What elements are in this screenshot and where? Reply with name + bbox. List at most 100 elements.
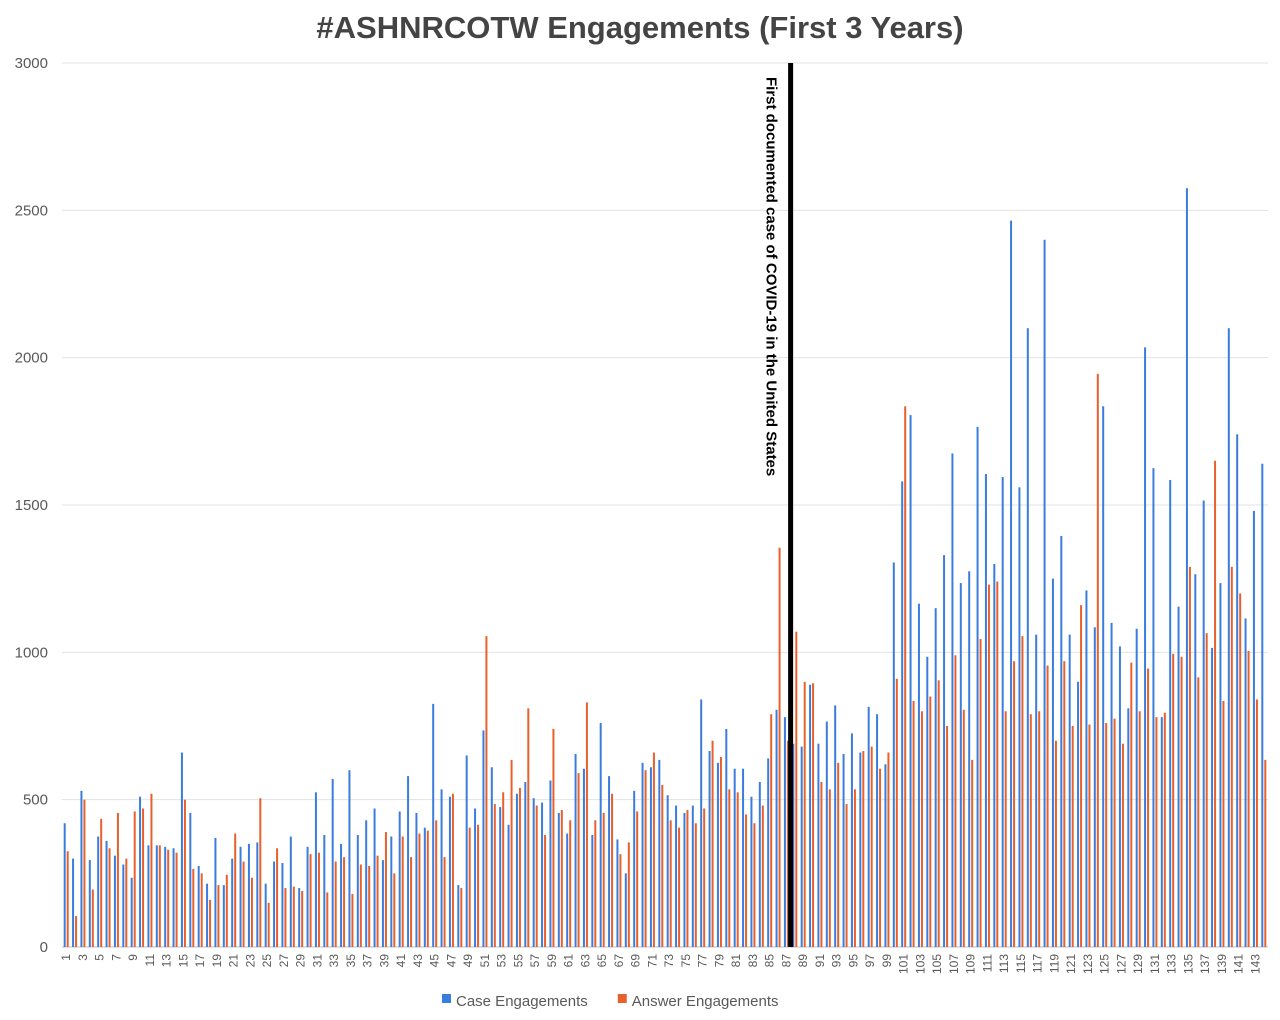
bar	[1261, 463, 1264, 947]
x-tick-label: 75	[679, 954, 693, 968]
bar	[1222, 700, 1225, 947]
x-tick-label: 57	[528, 954, 542, 968]
x-tick-label: 135	[1181, 954, 1195, 974]
legend-swatch	[617, 994, 627, 1003]
bar	[172, 848, 175, 947]
bar	[1121, 743, 1124, 947]
bar	[627, 842, 630, 947]
bar	[1247, 650, 1250, 947]
bar	[753, 823, 756, 947]
y-tick-label: 1500	[15, 497, 48, 514]
x-tick-label: 13	[160, 954, 174, 968]
bar	[962, 709, 965, 947]
bar	[742, 768, 745, 947]
y-tick-label: 0	[40, 939, 48, 956]
x-tick-label: 61	[562, 954, 576, 968]
bar	[770, 714, 773, 947]
bar	[490, 767, 493, 947]
bar	[1113, 718, 1116, 947]
x-tick-label: 23	[243, 954, 257, 968]
bar	[825, 721, 828, 947]
bar	[1071, 726, 1074, 947]
bar	[758, 781, 761, 947]
bar	[594, 820, 597, 947]
bar	[113, 855, 116, 947]
bar	[1096, 373, 1099, 948]
bar	[850, 733, 853, 947]
bar	[273, 861, 276, 947]
bar	[1177, 606, 1180, 947]
bar	[1252, 510, 1255, 947]
bar	[803, 681, 806, 947]
bar	[993, 563, 996, 947]
bar	[1010, 220, 1013, 947]
bar	[206, 883, 209, 947]
annotation-text: First documented case of COVID-19 in the…	[763, 77, 780, 476]
x-tick-label: 27	[277, 954, 291, 968]
x-tick-label: 117	[1031, 954, 1045, 973]
bar	[560, 809, 563, 947]
bar	[783, 717, 786, 947]
bar	[549, 780, 552, 947]
bar	[1239, 593, 1242, 947]
legend-label: Answer Engagements	[632, 993, 779, 1010]
bar	[309, 854, 312, 947]
bar	[703, 808, 706, 947]
bar	[904, 406, 907, 948]
bar	[155, 845, 158, 947]
bar	[477, 824, 480, 947]
bar	[105, 840, 108, 947]
bar	[1093, 627, 1096, 947]
bar	[828, 789, 831, 947]
bar	[326, 892, 329, 947]
bar	[426, 830, 429, 947]
bar	[1135, 628, 1138, 947]
bar	[837, 762, 840, 947]
bar	[1118, 646, 1121, 947]
x-tick-label: 1	[59, 954, 73, 961]
bar	[376, 855, 379, 947]
y-tick-label: 1000	[15, 644, 48, 661]
bar	[926, 656, 929, 947]
bar	[340, 843, 343, 947]
bar	[767, 758, 770, 947]
bar	[1194, 574, 1197, 947]
x-tick-label: 119	[1047, 954, 1061, 973]
bar	[736, 792, 739, 947]
x-tick-label: 93	[830, 954, 844, 968]
x-tick-label: 97	[863, 954, 877, 968]
x-tick-label: 89	[796, 954, 810, 968]
x-tick-label: 101	[897, 954, 911, 974]
x-tick-label: 5	[93, 954, 107, 961]
bar	[1236, 434, 1239, 947]
bar	[398, 811, 401, 947]
bar	[887, 752, 890, 947]
x-tick-label: 3	[76, 954, 90, 961]
bar	[1102, 406, 1105, 948]
x-tick-label: 123	[1081, 954, 1095, 974]
bar	[323, 835, 326, 947]
bar	[410, 857, 413, 947]
bar	[108, 848, 111, 947]
bar	[1155, 717, 1158, 947]
bar	[499, 807, 502, 947]
bar	[834, 705, 837, 947]
bar	[482, 730, 485, 947]
bar	[1185, 188, 1188, 947]
bar	[1080, 605, 1083, 947]
bar	[66, 851, 69, 947]
bar	[518, 787, 521, 947]
x-tick-label: 67	[612, 954, 626, 968]
bar	[1063, 661, 1066, 947]
bar	[800, 746, 803, 947]
bar	[1043, 239, 1046, 948]
bar	[167, 849, 170, 947]
x-tick-label: 73	[662, 954, 676, 968]
x-tick-label: 69	[629, 954, 643, 968]
bar	[1255, 699, 1258, 947]
bar	[909, 415, 912, 947]
x-tick-label: 113	[997, 954, 1011, 973]
bar	[276, 848, 279, 947]
bar	[937, 680, 940, 947]
bar	[239, 846, 242, 947]
